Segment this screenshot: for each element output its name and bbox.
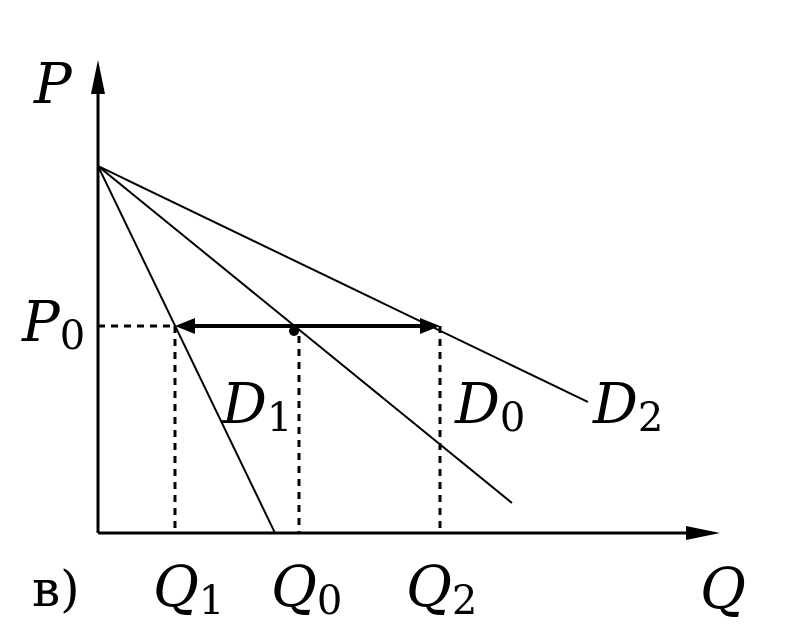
y-axis-arrow (91, 60, 105, 94)
panel-label: в) (32, 560, 80, 618)
curve-d1 (97, 165, 276, 534)
quantity-label: Q2 (406, 555, 477, 624)
label-sub: 0 (500, 395, 525, 441)
curve-d0 (97, 165, 513, 504)
x-axis-arrow (686, 526, 720, 540)
label-sub: 2 (638, 395, 663, 441)
label-sub: 0 (60, 313, 85, 359)
label-sub: 2 (452, 578, 477, 624)
label-base: D (221, 372, 267, 437)
label-sub: 1 (199, 578, 224, 624)
label-base: D (454, 372, 500, 437)
curve-d2 (97, 165, 589, 403)
label-sub: 1 (267, 395, 292, 441)
label-sub: 0 (317, 578, 342, 624)
price-label: P0 (21, 290, 85, 359)
x-axis-label: Q (700, 557, 746, 622)
y-axis-label: P (33, 52, 73, 117)
label-base: P (21, 290, 61, 355)
arrow-head-left (175, 318, 195, 334)
quantity-label: Q1 (153, 555, 224, 624)
label-base: D (592, 372, 638, 437)
curve-label: D0 (454, 372, 525, 441)
label-base: Q (406, 555, 452, 620)
label-base: Q (153, 555, 199, 620)
curve-label: D1 (221, 372, 292, 441)
quantity-label: Q0 (271, 555, 342, 624)
label-base: Q (271, 555, 317, 620)
arrow-head-right (420, 318, 440, 334)
curve-label: D2 (592, 372, 663, 441)
equilibrium-point (289, 326, 299, 336)
